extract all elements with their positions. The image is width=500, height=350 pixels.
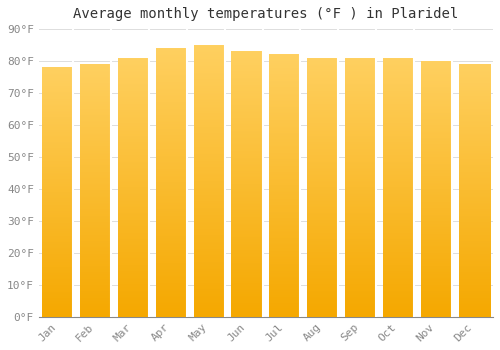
Title: Average monthly temperatures (°F ) in Plaridel: Average monthly temperatures (°F ) in Pl… [74,7,458,21]
